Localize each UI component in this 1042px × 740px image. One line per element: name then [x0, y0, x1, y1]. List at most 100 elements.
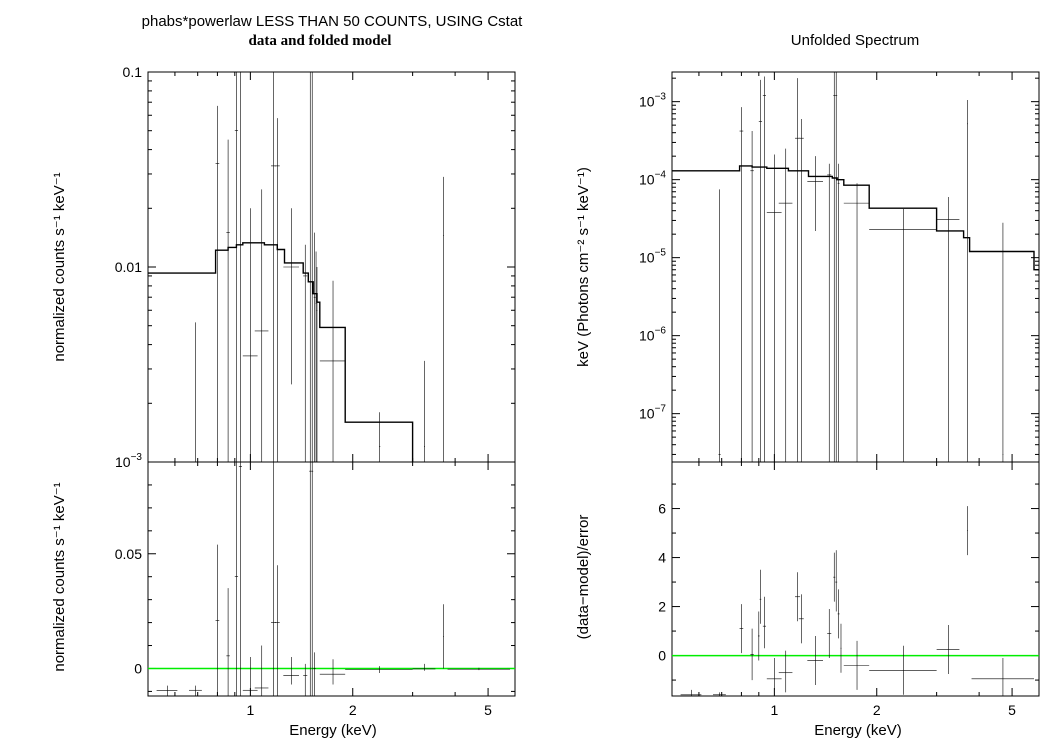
data-point: [271, 462, 277, 696]
data-point: [795, 572, 801, 622]
data-point: [447, 667, 510, 671]
model-line: [672, 165, 1039, 271]
data-point: [833, 72, 836, 462]
x-tick-label: 2: [873, 702, 881, 718]
data-point: [778, 148, 793, 462]
right-bottom-ylabel: (data−model)/error: [575, 515, 592, 640]
plot-frame: [671, 461, 1040, 697]
data-point: [311, 71, 314, 462]
y-tick-label: 0: [134, 660, 142, 676]
data-point: [757, 611, 760, 661]
data-point: [758, 79, 763, 462]
data-point: [795, 78, 801, 462]
data-point: [833, 552, 836, 602]
data-point: [303, 663, 308, 696]
data-point: [759, 569, 762, 624]
data-point: [840, 623, 842, 673]
x-tick-label: 1: [246, 702, 254, 718]
data-point: [869, 209, 937, 462]
data-point: [234, 72, 239, 462]
data-point: [215, 105, 220, 462]
y-tick-label: 0.1: [123, 64, 143, 80]
data-point: [843, 640, 870, 690]
data-point: [379, 412, 381, 462]
y-tick-label: 10−3: [115, 452, 142, 470]
data-point: [313, 232, 316, 462]
data-point: [1002, 222, 1004, 462]
x-tick-label: 1: [770, 702, 778, 718]
data-point: [739, 107, 744, 462]
data-point: [226, 588, 230, 696]
data-point: [762, 596, 767, 649]
right-title: Unfolded Spectrum: [791, 32, 919, 49]
data-point: [766, 154, 782, 462]
y-tick-label: 0.01: [115, 259, 142, 275]
y-tick-label: 10−3: [639, 92, 666, 110]
data-point: [827, 609, 832, 659]
data-point: [766, 658, 782, 690]
data-point: [827, 163, 832, 462]
data-point: [189, 685, 202, 696]
left-title: phabs*powerlaw LESS THAN 50 COUNTS, USIN…: [142, 13, 524, 30]
data-point: [283, 657, 300, 685]
plot-frame: [147, 461, 516, 697]
data-point: [713, 692, 726, 696]
data-point: [778, 650, 793, 693]
data-point: [443, 604, 445, 669]
data-point: [971, 658, 1034, 696]
data-point: [242, 657, 258, 696]
data-point: [967, 100, 969, 462]
plot-frame: [671, 71, 1040, 463]
left-top-ylabel: normalized counts s⁻¹ keV⁻¹: [51, 172, 68, 361]
data-point: [215, 544, 220, 696]
data-point: [680, 689, 702, 696]
right-top-panel: 10−3 10−4 10−5 10−6 10−7: [639, 71, 1040, 463]
left-bottom-ylabel: normalized counts s⁻¹ keV⁻¹: [51, 482, 68, 671]
right-bottom-panel: 1 2 5 0 2 4 6: [658, 461, 1040, 718]
data-point: [837, 589, 840, 639]
x-tick-label: 2: [349, 702, 357, 718]
left-subtitle: data and folded model: [249, 33, 392, 49]
y-tick-label: 10−7: [639, 404, 666, 422]
data-point: [271, 72, 277, 462]
data-point: [750, 628, 754, 681]
data-point: [807, 156, 824, 231]
data-point: [739, 604, 744, 654]
data-point: [194, 322, 197, 463]
data-point: [345, 666, 413, 674]
y-tick-label: 10−6: [639, 326, 666, 344]
data-point: [254, 189, 269, 462]
left-xlabel: Energy (keV): [289, 722, 377, 739]
data-point: [274, 118, 280, 462]
data-point: [254, 645, 269, 696]
data-point: [936, 624, 960, 674]
y-tick-label: 10−5: [639, 248, 666, 266]
data-point: [234, 462, 239, 696]
data-point: [423, 360, 425, 462]
data-point: [156, 685, 178, 696]
data-point: [316, 267, 318, 462]
y-tick-label: 4: [658, 550, 666, 566]
left-bottom-panel: 1 2 5 0 0.05: [115, 461, 516, 718]
data-point: [315, 251, 317, 462]
data-point: [798, 118, 804, 462]
data-point: [238, 462, 243, 696]
y-tick-label: 0: [658, 648, 666, 664]
data-point: [319, 659, 346, 685]
data-point: [309, 462, 312, 696]
y-tick-label: 6: [658, 501, 666, 517]
data-point: [798, 594, 804, 644]
data-point: [242, 208, 258, 462]
data-point: [750, 131, 754, 462]
data-point: [412, 663, 436, 671]
data-point: [274, 565, 280, 696]
y-tick-label: 0.05: [115, 546, 142, 562]
y-tick-label: 10−4: [639, 170, 666, 188]
data-point: [313, 652, 316, 696]
data-point: [443, 176, 445, 462]
data-point: [718, 189, 721, 462]
model-line: [148, 242, 414, 462]
right-top-ylabel: keV (Photons cm⁻² s⁻¹ keV⁻¹): [575, 167, 592, 367]
data-point: [967, 506, 969, 556]
